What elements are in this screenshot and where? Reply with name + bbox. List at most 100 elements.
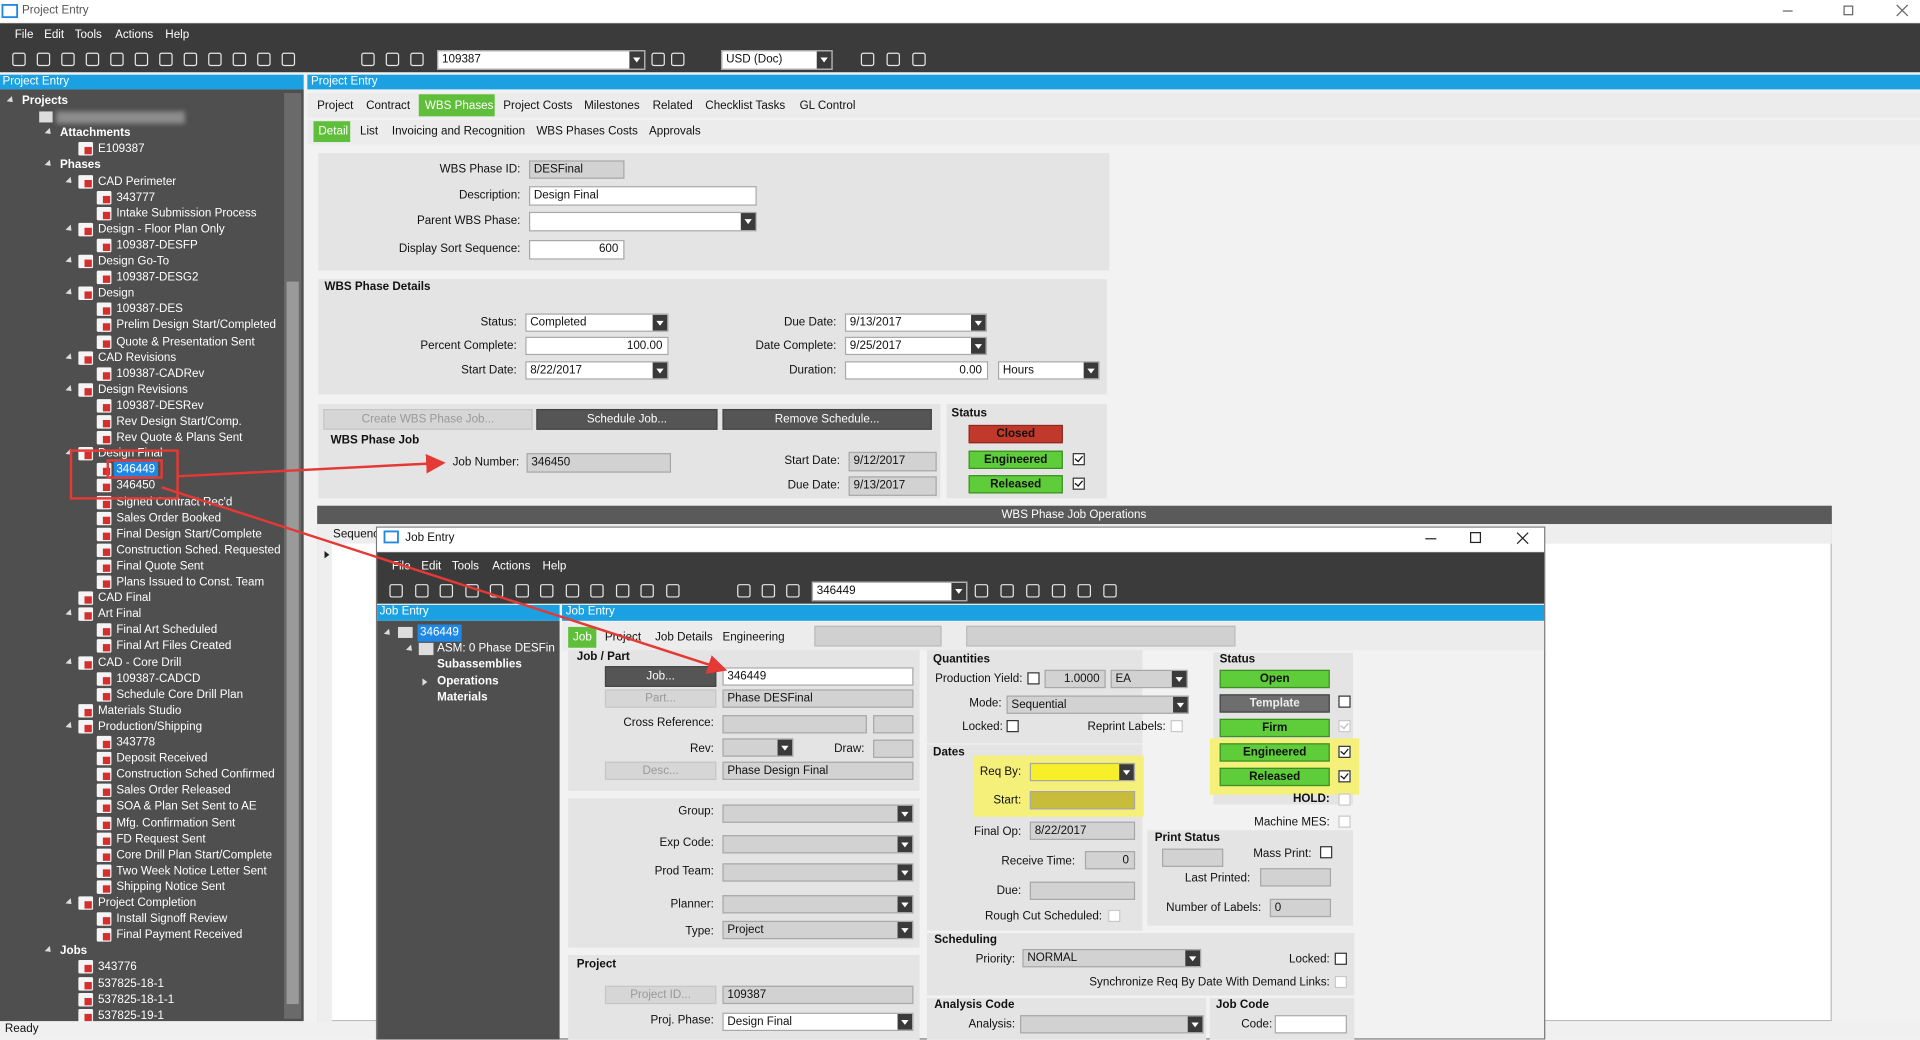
tree-node[interactable]: CAD Final [97, 591, 151, 606]
toolbar-icon[interactable] [389, 584, 403, 598]
checkbox[interactable] [1170, 720, 1183, 733]
menu-item[interactable]: Actions [115, 28, 154, 42]
checkbox[interactable] [1338, 815, 1351, 828]
toolbar-icon[interactable] [110, 52, 124, 67]
tree-node[interactable]: Construction Sched Confirmed [116, 767, 275, 782]
input-field[interactable]: 346449 [722, 667, 914, 686]
button[interactable]: Desc... [604, 761, 717, 781]
input-field[interactable]: 9/12/2017 [848, 451, 937, 472]
tree-node[interactable]: SOA & Plan Set Sent to AE [116, 800, 257, 814]
tree-node[interactable]: 109387-CADCD [116, 671, 201, 686]
input-field[interactable] [722, 863, 914, 882]
expander[interactable] [324, 551, 330, 559]
toolbar-icon[interactable] [439, 584, 454, 598]
toolbar-icon[interactable] [1026, 584, 1040, 598]
tab[interactable]: Related [652, 99, 693, 113]
button[interactable]: Schedule Job... [536, 408, 718, 430]
tree-node[interactable]: 109387-DESRev [116, 399, 204, 413]
expander[interactable] [422, 678, 428, 686]
checkbox[interactable] [1072, 477, 1085, 490]
input-field[interactable]: EA [1110, 669, 1188, 689]
checkbox[interactable] [1006, 720, 1019, 733]
tree-node[interactable]: 109387-DESG2 [116, 270, 199, 285]
tree-node[interactable]: 343778 [116, 735, 156, 750]
toolbar-icon[interactable] [615, 584, 629, 598]
record-field[interactable]: 346449 [811, 581, 968, 602]
tab[interactable]: Job Details [655, 630, 713, 645]
tree-node[interactable]: 346449 [417, 624, 462, 642]
tree-node[interactable]: Deposit Received [116, 751, 208, 766]
tree-node[interactable]: Design [97, 286, 135, 301]
input-field[interactable]: 9/13/2017 [848, 476, 937, 496]
input-field[interactable]: Completed [525, 313, 669, 332]
toolbar-icon[interactable] [1103, 584, 1117, 598]
tree-node[interactable]: Materials [437, 690, 488, 705]
toolbar-icon[interactable] [640, 584, 654, 598]
tree-node[interactable]: Final Design Start/Complete [116, 527, 262, 541]
checkbox[interactable] [1108, 909, 1121, 923]
input-field[interactable] [722, 738, 794, 757]
dropdown-arrow[interactable] [740, 213, 756, 231]
tree-node[interactable]: Materials Studio [97, 703, 182, 718]
toolbar-icon[interactable] [414, 584, 428, 598]
subtab[interactable]: WBS Phases Costs [536, 124, 638, 139]
toolbar-icon[interactable] [514, 584, 529, 598]
input-field[interactable]: 9/13/2017 [844, 313, 987, 332]
checkbox[interactable] [1338, 720, 1351, 733]
input-field[interactable] [528, 211, 757, 232]
tab[interactable]: Checklist Tasks [705, 99, 786, 113]
toolbar-icon[interactable] [540, 584, 554, 598]
input-field[interactable]: Sequential [1006, 695, 1189, 714]
toolbar-icon[interactable] [385, 52, 400, 67]
input-field[interactable]: Phase DESFinal [722, 689, 914, 708]
status-button[interactable]: Firm [1219, 718, 1330, 738]
tree-node[interactable]: Art Final [97, 607, 142, 622]
dropdown-arrow[interactable] [897, 864, 913, 881]
tree-node[interactable]: Attachments [60, 126, 131, 140]
input-field[interactable] [722, 715, 867, 734]
toolbar-icon[interactable] [860, 52, 875, 67]
toolbar-icon[interactable] [590, 584, 604, 598]
toolbar-icon[interactable] [737, 584, 751, 598]
dropdown-arrow[interactable] [652, 362, 668, 379]
tree-node[interactable]: Design Revisions [97, 383, 188, 397]
toolbar-icon[interactable] [232, 52, 247, 67]
tab[interactable]: Project [604, 630, 642, 645]
tree-node[interactable]: 109387-DES [116, 302, 183, 317]
tree-node[interactable]: Production/Shipping [97, 719, 203, 734]
tree-node[interactable]: 109387-DESFP [116, 238, 198, 253]
tree-node[interactable]: Two Week Notice Letter Sent [116, 864, 267, 878]
tab-selected[interactable] [313, 121, 351, 143]
status-button[interactable]: Engineered [968, 450, 1063, 469]
tab[interactable]: Project Costs [503, 99, 573, 113]
status-button[interactable]: Engineered [1219, 743, 1330, 762]
tree-node[interactable]: Schedule Core Drill Plan [116, 687, 244, 702]
status-button[interactable]: Released [1219, 767, 1330, 787]
toolbar-icon[interactable] [410, 52, 424, 67]
input-field[interactable]: 0 [1084, 851, 1136, 870]
menu-item[interactable]: Help [542, 559, 567, 574]
input-field[interactable]: 9/25/2017 [844, 336, 987, 356]
tree-node[interactable]: 537825-19-1 [97, 1008, 164, 1023]
currency-field[interactable]: USD (Doc) [721, 50, 833, 70]
toolbar-icon[interactable] [257, 52, 271, 67]
dropdown-arrow[interactable] [897, 896, 913, 913]
input-field[interactable] [1029, 762, 1136, 782]
toolbar-icon[interactable] [85, 52, 100, 67]
subtab[interactable]: Approvals [648, 124, 701, 139]
tree-node[interactable]: Project Completion [97, 896, 197, 910]
toolbar-icon[interactable] [159, 52, 173, 67]
menu-item[interactable]: Tools [74, 28, 102, 42]
input-field[interactable]: 600 [528, 240, 625, 260]
input-field[interactable] [722, 895, 914, 914]
input-field[interactable] [722, 804, 914, 823]
input-field[interactable]: 100.00 [525, 336, 669, 356]
toolbar-icon[interactable] [1077, 584, 1092, 598]
tree-node[interactable]: 537825-18-1-1 [97, 992, 175, 1007]
tree-node[interactable]: Projects [22, 94, 68, 108]
input-field[interactable]: Design Final [722, 1012, 914, 1032]
menu-item[interactable]: File [14, 28, 34, 42]
tree-node[interactable]: E109387 [97, 142, 145, 156]
checkbox[interactable] [1338, 745, 1351, 758]
tree-node[interactable]: Final Payment Received [116, 928, 243, 942]
